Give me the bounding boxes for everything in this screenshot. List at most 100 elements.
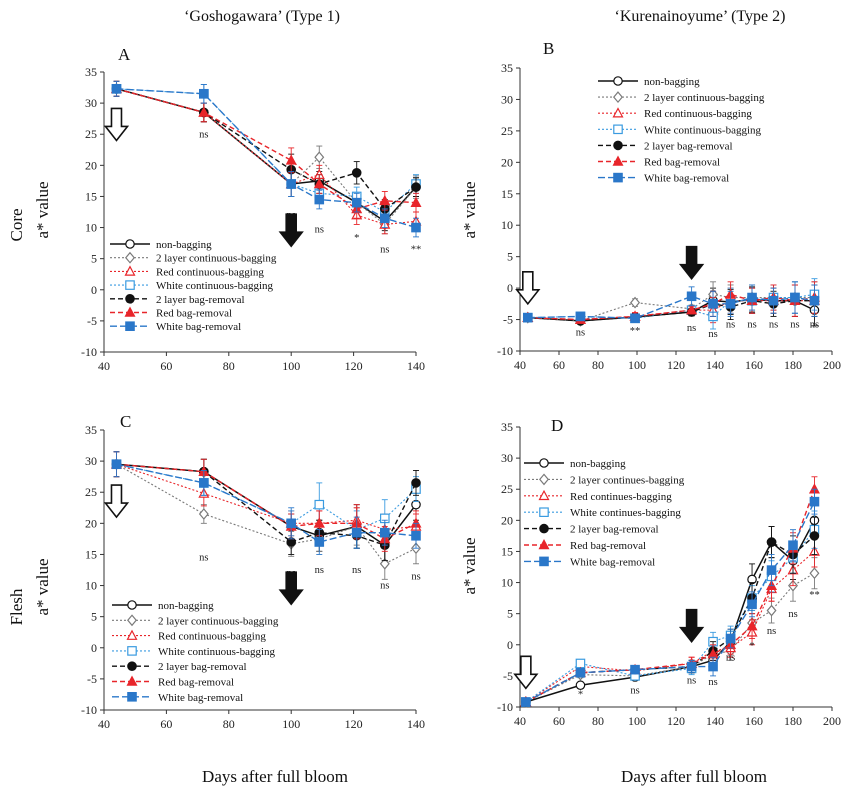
panel-c-ytick-label: -10 <box>81 703 97 717</box>
panel-a-line-non-bagging <box>116 88 417 223</box>
panel-b-significance-label: ns <box>576 327 585 338</box>
panel-c-ytick-label: 10 <box>85 579 97 593</box>
legend-entry-label: 2 layer bag-removal <box>156 294 245 306</box>
panel-b-line-2-layer-bag-removal <box>527 299 815 322</box>
panel-c-ytick-label: 25 <box>85 485 97 499</box>
legend-marker-sample <box>613 124 623 135</box>
panel-d-ytick-label: 15 <box>501 544 513 558</box>
panel-a-point-red-bag-removal <box>410 196 422 207</box>
panel-d-point-white-bag-removal <box>747 599 757 610</box>
panel-d-point-2-layer-bag-removal <box>809 531 820 541</box>
panel-b-ytick-label: 5 <box>507 250 513 264</box>
panel-a-ytick-label: -10 <box>81 345 97 359</box>
xlabel-right: Days after full bloom <box>621 767 767 786</box>
panel-c-flesh-goshogawara: -10 -5 0 5 10 15 20 25 30 35 40 60 80 100 120 140 Cns ns n… <box>81 412 425 731</box>
panel-b-significance-label: ns <box>726 320 735 331</box>
xlabel-left: Days after full bloom <box>202 767 348 786</box>
legend-entry-label: Red continuous-bagging <box>644 108 752 120</box>
panel-c-series-white-continuous-bagging <box>111 451 421 549</box>
legend-entry-label: 2 layer continuous-bagging <box>156 253 277 265</box>
legend-entry-label: Red continues-bagging <box>570 491 672 503</box>
panel-c-line-2-layer-continuous-bagging <box>116 463 417 565</box>
panel-c-point-white-bag-removal <box>314 537 325 547</box>
panel-d-letter: D <box>551 416 563 435</box>
panel-a-significance-label: ns <box>380 244 389 255</box>
panel-d-xtick-label: 140 <box>706 714 724 728</box>
panel-d-point-white-bag-removal <box>809 496 820 507</box>
panel-d-ytick-label: -5 <box>503 669 513 683</box>
panel-c-point-white-bag-removal <box>351 527 362 538</box>
panel-c-point-2-layer-continuous-bagging <box>379 557 390 570</box>
panel-b-point-red-bag-removal <box>686 304 698 315</box>
bagging-start-arrow-icon <box>515 271 541 306</box>
title-left: ‘Goshogawara’ (Type 1) <box>184 8 340 25</box>
bag-removal-arrow-icon <box>678 245 705 280</box>
panel-b-ytick-label: 35 <box>501 61 513 75</box>
ylabel-flesh-left: a* value <box>33 558 52 615</box>
panel-d-significance-label: ** <box>809 590 820 601</box>
legend-entry-label: White bag-removal <box>158 692 243 704</box>
panel-b-significance-label: ** <box>630 326 641 337</box>
legend-marker-sample <box>127 600 137 610</box>
legend-marker-sample <box>126 629 138 640</box>
panel-a-series-red-bag-removal <box>110 80 422 219</box>
panel-d-xtick-label: 100 <box>628 714 646 728</box>
ylabel-core-right: a* value <box>460 181 479 238</box>
panel-b-legend: non-bagging 2 layer continuous-bagging Red… <box>598 76 765 185</box>
panel-a-ytick-label: 5 <box>91 252 97 266</box>
panel-b-significance-label: ns <box>790 320 799 331</box>
legend-entry-label: Red bag-removal <box>644 157 720 169</box>
panel-b-xtick-label: 80 <box>592 358 604 372</box>
panel-d-ytick-label: 30 <box>501 451 513 465</box>
panel-b-significance-label: ns <box>708 329 717 340</box>
legend-marker-sample <box>612 155 624 166</box>
panel-c-line-red-bag-removal <box>116 463 417 540</box>
panel-b-ytick-label: 30 <box>501 92 513 106</box>
legend-marker-sample <box>124 265 136 276</box>
panel-a-ytick-label: 25 <box>85 127 97 141</box>
panel-d-point-white-bag-removal <box>725 633 736 644</box>
panel-d-xtick-label: 200 <box>823 714 841 728</box>
panel-b-ytick-label: 25 <box>501 124 513 138</box>
legend-entry-label: Red bag-removal <box>158 677 234 689</box>
panel-b-xtick-label: 40 <box>514 358 526 372</box>
legend-marker-sample <box>127 614 137 627</box>
panel-d-line-red-bag-removal <box>525 488 816 703</box>
panel-a-point-red-bag-removal <box>198 106 210 117</box>
panel-d-significance-label: ns <box>726 652 735 663</box>
panel-c-letter: C <box>120 412 131 431</box>
panel-d-flesh-kurenainoyume: -10 -5 0 5 10 15 20 25 30 35 40 60 80 100 120 140 160 180… <box>497 416 841 728</box>
panel-b-letter: B <box>543 39 554 58</box>
panel-a-xtick-label: 140 <box>407 359 425 373</box>
legend-marker-sample <box>539 507 549 517</box>
panel-c-significance-label: ns <box>315 565 324 576</box>
panel-d-point-2-layer-continues-bagging <box>766 604 777 617</box>
panel-b-ytick-label: 0 <box>507 281 513 295</box>
panel-d-xtick-label: 160 <box>745 714 763 728</box>
panel-d-ytick-label: 5 <box>507 607 513 621</box>
panel-d-significance-label: ns <box>788 609 797 620</box>
bagging-start-arrow-icon <box>103 484 130 519</box>
legend-entry-label: Red continuous-bagging <box>156 266 264 278</box>
legend-marker-sample <box>612 107 624 118</box>
panel-c-point-white-continuous-bagging <box>314 499 325 510</box>
panel-a-ytick-label: 20 <box>85 158 97 172</box>
panel-a-xtick-label: 60 <box>160 359 172 373</box>
panel-b-point-white-bag-removal <box>725 299 736 309</box>
legend-marker-sample <box>127 691 137 702</box>
panel-b-series-white-bag-removal <box>522 281 820 324</box>
panel-b-line-white-bag-removal <box>527 295 815 320</box>
panel-c-point-red-bag-removal <box>313 517 325 528</box>
panel-d-significance-label: ns <box>767 626 776 637</box>
panel-a-ytick-label: -5 <box>87 314 97 328</box>
panel-a-point-white-bag-removal <box>411 222 421 233</box>
panel-a-xtick-label: 40 <box>98 359 110 373</box>
panel-c-series-red-bag-removal <box>110 451 422 552</box>
panel-c-series-white-bag-removal <box>111 451 421 555</box>
panel-d-line-non-bagging <box>525 519 816 703</box>
legend-entry-label: non-bagging <box>158 600 214 612</box>
panel-d-ytick-label: 20 <box>501 513 513 527</box>
panel-c-point-2-layer-continuous-bagging <box>198 508 209 520</box>
panel-b-point-white-bag-removal <box>768 295 779 306</box>
